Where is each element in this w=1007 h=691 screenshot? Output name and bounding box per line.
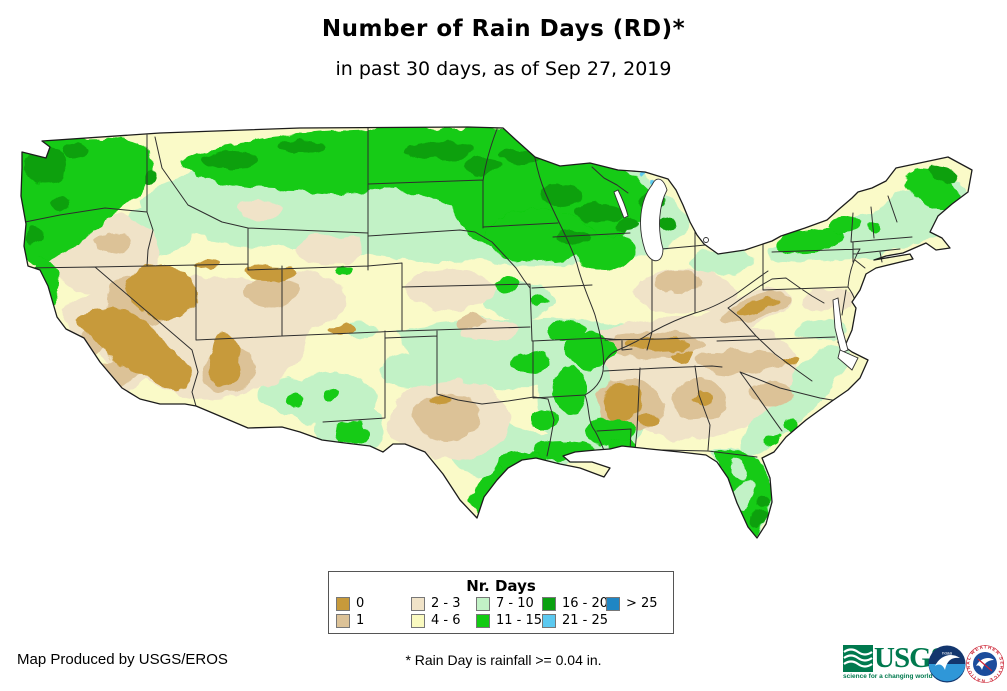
legend-item: 16 - 20 (542, 596, 608, 611)
chesapeake-bay (832, 297, 849, 354)
usgs-tagline: science for a changing world (843, 673, 933, 680)
nws-logo: NATIONAL WEATHER SERVICE (966, 645, 1004, 683)
pamlico-sound (837, 349, 859, 371)
us-outline (20, 126, 973, 539)
legend-label: 7 - 10 (496, 596, 534, 611)
legend-label: 0 (356, 596, 365, 611)
legend-swatch (476, 596, 490, 611)
legend: Nr. Days 0 1 2 - 3 4 - 6 7 - 10 11 - 15 … (328, 571, 674, 634)
legend-swatch (476, 613, 490, 628)
noaa-text: noaa (942, 651, 953, 656)
legend-label: 11 - 15 (496, 613, 543, 628)
legend-swatch (542, 596, 556, 611)
footer-note: * Rain Day is rainfall >= 0.04 in. (405, 652, 602, 668)
legend-item: 21 - 25 (542, 613, 608, 628)
page-title: Number of Rain Days (RD)* (321, 16, 686, 42)
legend-item: 11 - 15 (476, 613, 542, 628)
usgs-logo: USGS science for a changing world (843, 642, 947, 685)
legend-label: 1 (356, 613, 365, 628)
map-fill-layers (21, 127, 972, 538)
state-borders (24, 127, 913, 461)
legend-swatch (411, 596, 425, 611)
legend-item: > 25 (606, 596, 658, 611)
legend-item: 1 (336, 613, 364, 628)
legend-item: 0 (336, 596, 364, 611)
legend-swatch (336, 596, 350, 611)
legend-swatch (542, 613, 556, 628)
legend-label: 16 - 20 (562, 596, 609, 611)
legend-swatch (606, 596, 620, 611)
lake-st-clair (703, 237, 709, 243)
legend-label: > 25 (626, 596, 658, 611)
page-subtitle: in past 30 days, as of Sep 27, 2019 (335, 58, 672, 80)
legend-label: 21 - 25 (562, 613, 609, 628)
legend-title: Nr. Days (466, 577, 536, 595)
legend-swatch (411, 613, 425, 628)
noaa-logo: noaa (928, 645, 966, 683)
green-bay (613, 189, 629, 219)
legend-swatch (336, 613, 350, 628)
footer-credit: Map Produced by USGS/EROS (17, 651, 228, 668)
lake-michigan (640, 178, 668, 262)
legend-item: 7 - 10 (476, 596, 534, 611)
legend-label: 4 - 6 (431, 613, 461, 628)
usgs-wave-icon (843, 645, 873, 672)
legend-item: 2 - 3 (411, 596, 461, 611)
legend-item: 4 - 6 (411, 613, 461, 628)
legend-label: 2 - 3 (431, 596, 461, 611)
